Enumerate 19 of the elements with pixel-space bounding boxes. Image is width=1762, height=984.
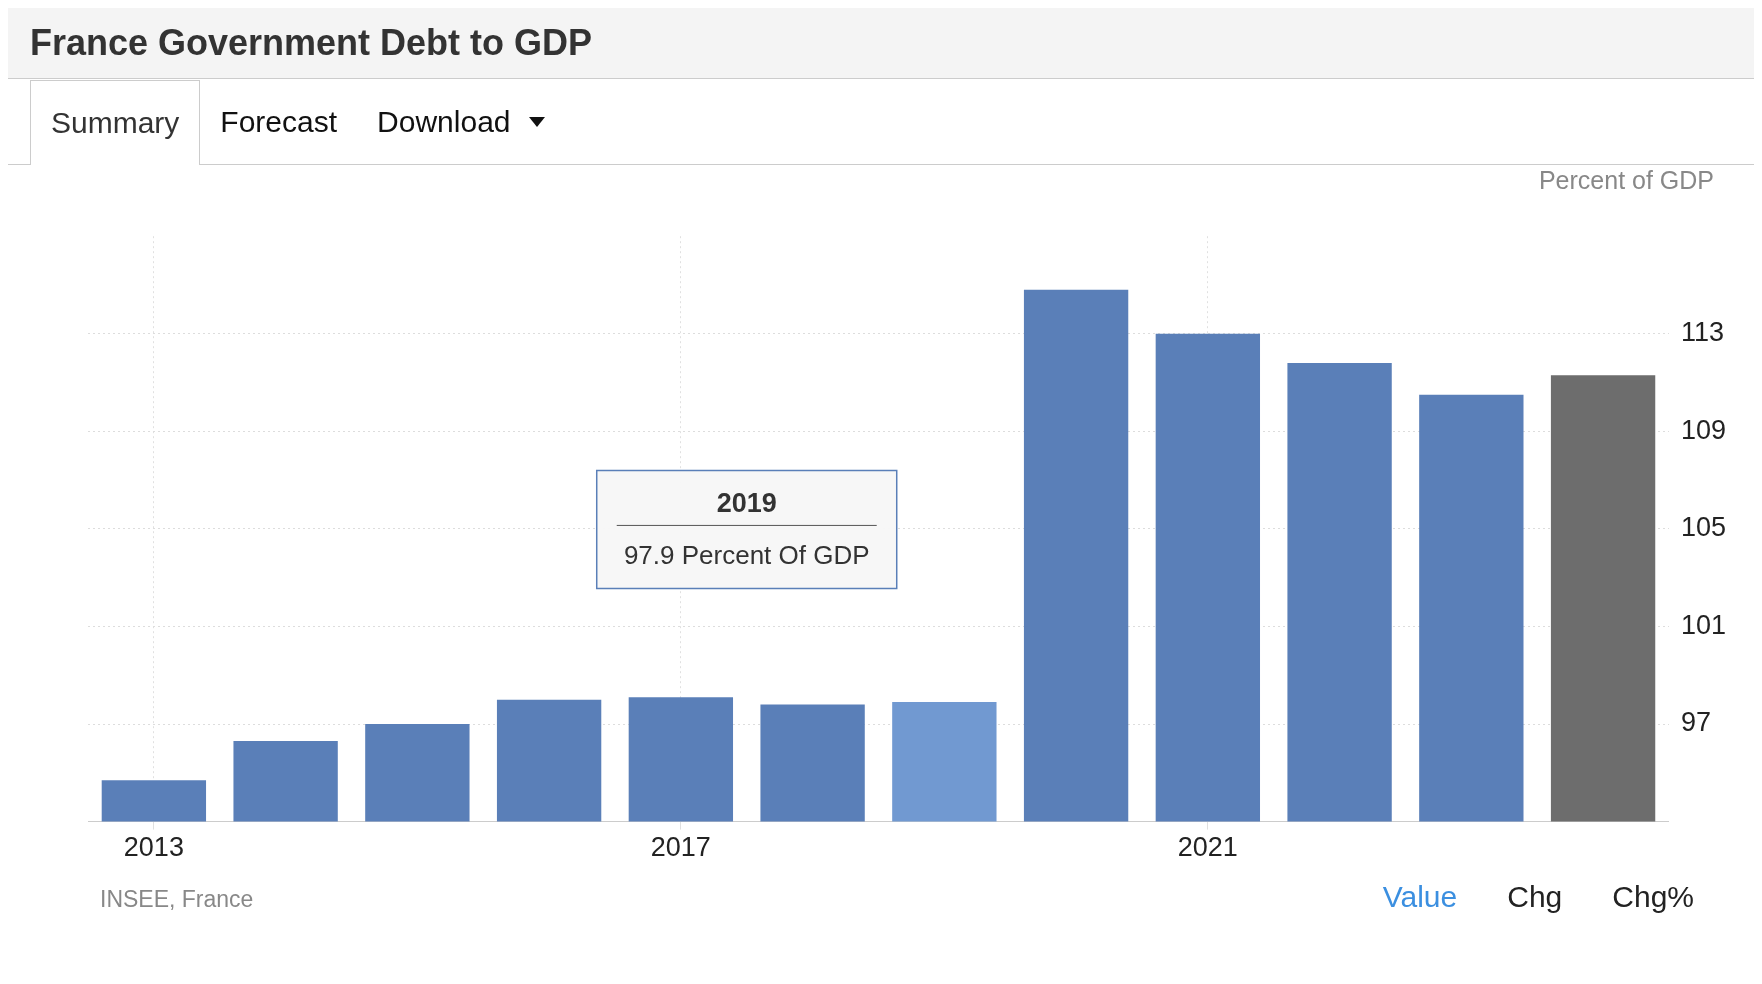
text: Value [1382, 880, 1458, 914]
y-axis-title: Percent of GDP [1538, 166, 1714, 195]
x-tick-label: 2021 [1177, 832, 1238, 863]
annotation: 97.9 Percent Of GDP [623, 539, 870, 570]
annotation: 2019 [716, 487, 777, 518]
y-tick-label: 101 [1680, 609, 1727, 640]
x-tick-label: 2017 [650, 832, 711, 863]
text: INSEE, France [100, 886, 254, 913]
text: Summary [30, 80, 201, 165]
text: Chg% [1612, 880, 1694, 914]
x-tick-label: 2013 [123, 832, 184, 863]
y-tick-label: 97 [1680, 707, 1711, 738]
text: Forecast [219, 104, 339, 140]
text: Download [376, 104, 512, 140]
y-tick-label: 109 [1680, 414, 1727, 445]
text: Chg [1507, 880, 1563, 914]
y-tick-label: 105 [1680, 512, 1727, 543]
y-tick-label: 113 [1680, 317, 1724, 348]
chart-title: France Government Debt to GDP [30, 22, 593, 64]
